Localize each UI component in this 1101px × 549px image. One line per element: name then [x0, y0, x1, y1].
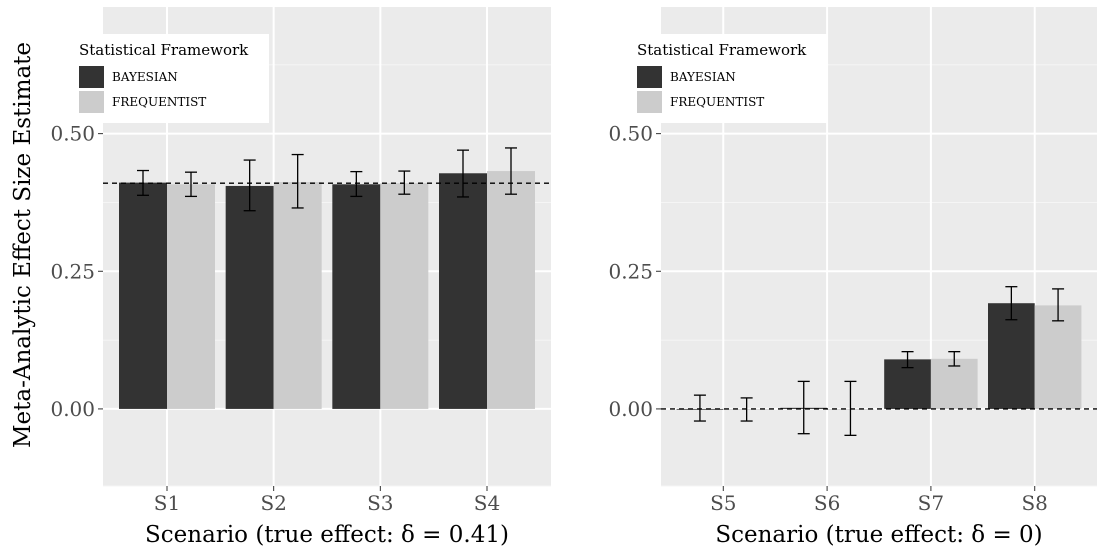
bar-bayesian	[332, 184, 381, 409]
x-tick-label: S6	[814, 491, 840, 515]
bar-bayesian	[225, 185, 274, 409]
y-tick-label: 0.00	[50, 397, 95, 421]
legend-background	[633, 34, 827, 123]
y-tick-label: 0.25	[50, 259, 95, 283]
bar-frequentist	[273, 182, 322, 409]
y-tick-label: 0.50	[608, 122, 653, 146]
legend-background	[75, 34, 269, 123]
bar-bayesian	[988, 303, 1035, 409]
x-axis-title: Scenario (true effect: δ = 0)	[715, 522, 1042, 548]
legend-label: FREQUENTIST	[112, 95, 206, 109]
legend-key-bayesian	[637, 66, 662, 88]
legend: Statistical Framework BAYESIAN FREQUENTIST	[633, 34, 827, 123]
legend-title: Statistical Framework	[79, 41, 249, 59]
x-tick-label: S8	[1021, 491, 1047, 515]
x-tick-label: S7	[918, 491, 944, 515]
x-tick-label: S5	[710, 491, 736, 515]
legend-key-frequentist	[637, 91, 662, 113]
y-tick-label: 0.00	[608, 397, 653, 421]
legend-title: Statistical Framework	[637, 41, 807, 59]
bar-frequentist	[1034, 305, 1082, 409]
x-tick-label: S1	[154, 491, 180, 515]
bar-frequentist	[380, 183, 429, 409]
x-tick-label: S2	[260, 491, 286, 515]
legend-key-frequentist	[79, 91, 104, 113]
bar-bayesian	[439, 173, 487, 409]
y-tick-label: 0.50	[50, 122, 95, 146]
x-tick-label: S4	[474, 491, 500, 515]
bar-frequentist	[487, 171, 535, 409]
x-tick-label: S3	[367, 491, 393, 515]
bar-frequentist	[167, 184, 215, 409]
bar-bayesian	[119, 182, 167, 409]
legend-label: BAYESIAN	[670, 70, 736, 84]
left-panel: 0.00 0.25 0.50 S1 S2 S3 S4 Scenario (true effec…	[50, 7, 551, 548]
y-axis-title: Meta-Analytic Effect Size Estimate	[10, 42, 36, 448]
x-axis-title: Scenario (true effect: δ = 0.41)	[145, 522, 509, 548]
right-panel: 0.00 0.25 0.50 S5 S6 S7 S8 Scenario (true effec…	[608, 7, 1097, 548]
legend: Statistical Framework BAYESIAN FREQUENTIST	[75, 34, 269, 123]
legend-label: BAYESIAN	[112, 70, 178, 84]
legend-label: FREQUENTIST	[670, 95, 764, 109]
bar-frequentist	[930, 358, 978, 409]
legend-key-bayesian	[79, 66, 104, 88]
y-tick-label: 0.25	[608, 259, 653, 283]
